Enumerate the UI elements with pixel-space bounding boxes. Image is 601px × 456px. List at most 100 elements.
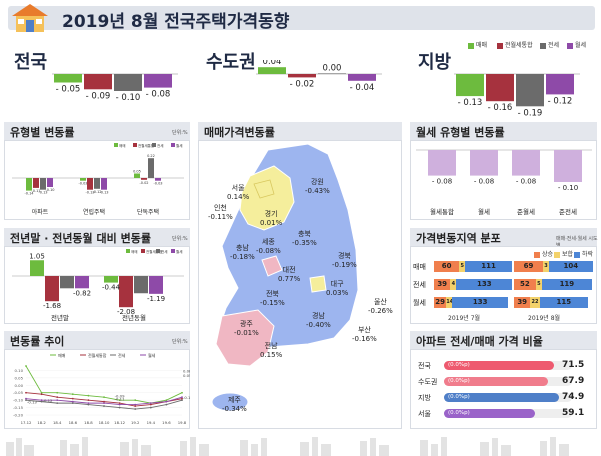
distribution-segment: 60 <box>434 261 460 272</box>
trend-xtick-label: 19.8 <box>178 420 187 425</box>
distribution-segment: 39 <box>514 297 531 308</box>
trend-annotation: 0.05 <box>183 373 190 378</box>
trend-point <box>71 400 74 403</box>
map-label-jeonnam: 전남 0.15% <box>260 342 283 359</box>
map-label-gyeongbuk: 경북 -0.19% <box>332 252 357 269</box>
type-value-label: -0.12 <box>92 190 101 194</box>
year-legend-label: 월세 <box>176 249 182 254</box>
type-category-label: 아파트 <box>32 208 49 216</box>
trend-point <box>181 399 183 402</box>
map-label-chungnam: 충남 -0.18% <box>230 244 255 261</box>
trend-point <box>56 396 59 399</box>
trend-annotation: -0.12 <box>43 398 53 403</box>
trend-xtick-label: 18.4 <box>53 420 62 425</box>
top-region-value-label: 0.04 <box>263 60 282 67</box>
trend-xtick-label: 19.2 <box>131 420 140 425</box>
map-jeju <box>211 392 249 412</box>
korea-map <box>211 143 359 412</box>
top-region-value-label: - 0.13 <box>458 98 483 108</box>
trend-legend-label: 월세 <box>148 352 156 358</box>
distribution-segment: 14 <box>446 297 453 308</box>
distribution-segment: 69 <box>514 261 543 272</box>
trend-point <box>181 391 183 394</box>
trend-xtick-label: 19.4 <box>147 420 156 425</box>
map-label-gyeongnam: 경남 -0.40% <box>306 312 331 329</box>
year-category-label: 전년말 <box>51 313 69 322</box>
type-bar <box>94 178 100 189</box>
top-region-bar <box>258 67 286 74</box>
house-icon <box>12 4 48 32</box>
trend-annotation: 0.08 <box>183 368 190 373</box>
type-bar <box>155 178 161 181</box>
trend-point <box>134 399 137 402</box>
trend-point <box>40 393 43 396</box>
map-label-daejeon: 대전 0.77% <box>278 266 301 283</box>
trend-point <box>165 399 168 402</box>
trend-point <box>25 391 27 394</box>
top-region-value-label: - 0.09 <box>86 91 111 101</box>
trend-point <box>40 391 43 394</box>
trend-ytick-label: -0.10 <box>13 398 23 403</box>
trend-point <box>149 406 152 409</box>
trend-ytick-label: 0.00 <box>15 383 24 388</box>
distribution-segment: 5 <box>459 261 466 272</box>
distribution-segment: 3 <box>543 261 549 272</box>
top-region-bar <box>348 74 376 81</box>
ratio-value-label: 59.1 <box>562 408 585 418</box>
trend-point <box>71 397 74 400</box>
trend-point <box>87 394 90 397</box>
map-jeonnam <box>215 309 275 367</box>
type-value-label: -0.03 <box>153 182 162 186</box>
top-region-bar <box>54 74 82 83</box>
year-value-label: 1.05 <box>29 252 45 260</box>
trend-ytick-label: 0.10 <box>15 368 24 373</box>
type-value-label: 0.05 <box>133 170 141 174</box>
top-region-bar <box>144 74 172 88</box>
year-category-label: 전년동월 <box>122 313 146 322</box>
header-bar <box>8 6 595 30</box>
trend-point <box>149 402 152 405</box>
trend-point <box>103 402 105 405</box>
trend-xtick-label: 18.2 <box>37 420 46 425</box>
map-label-seoul: 서울 0.14% <box>227 184 250 201</box>
legend-top-sale: 매매 <box>468 40 487 49</box>
trend-point <box>87 399 90 402</box>
year-value-label: -2.08 <box>117 308 135 316</box>
trend-point <box>165 403 168 406</box>
type-value-label: -0.02 <box>139 181 148 185</box>
type-category-label: 연립주택 <box>83 208 105 216</box>
map-label-busan: 부산 -0.16% <box>352 326 377 343</box>
ratio-value-label: 71.5 <box>562 360 585 370</box>
top-region-value-label: - 0.08 <box>146 90 171 100</box>
trend-xtick-label: 18.12 <box>114 420 125 425</box>
top-region-bar <box>318 73 346 74</box>
trend-point <box>40 399 43 402</box>
year-legend-swatch <box>156 249 160 253</box>
unit-type-change: 단위:% <box>172 130 188 136</box>
trend-ytick-label: 0.05 <box>15 375 24 380</box>
year-value-label: -0.44 <box>102 284 121 292</box>
top-region-value-label: - 0.19 <box>518 108 543 118</box>
trend-point <box>118 402 121 405</box>
distribution-segment: 5 <box>535 279 542 290</box>
distribution-segment: 111 <box>465 261 512 272</box>
trend-point <box>103 396 105 399</box>
top-region-value-label: - 0.05 <box>56 85 81 95</box>
region-title-capital: 수도권 <box>206 52 256 73</box>
type-value-label: -0.11 <box>31 189 40 193</box>
monthly-value-label: - 0.10 <box>558 184 578 192</box>
legend-top-monthly: 월세 <box>567 40 586 49</box>
trend-chart: 매매 전월세통합 전세 월세 0.10 0.05 0.00 -0.05 -0.10 -0.15 -0… <box>13 352 190 425</box>
distribution-segment: 119 <box>541 279 592 290</box>
top-region-bar <box>546 74 574 95</box>
trend-point <box>118 406 121 409</box>
monthly-value-label: - 0.08 <box>432 178 452 186</box>
monthly-value-label: - 0.08 <box>474 178 494 186</box>
monthly-bar <box>512 150 540 176</box>
year-bar <box>104 276 118 283</box>
year-bar <box>134 276 148 294</box>
map-daejeon <box>261 255 283 277</box>
monthly-category-label: 준월세 <box>517 207 535 216</box>
trend-point <box>25 365 27 367</box>
type-legend-swatch <box>114 143 118 147</box>
